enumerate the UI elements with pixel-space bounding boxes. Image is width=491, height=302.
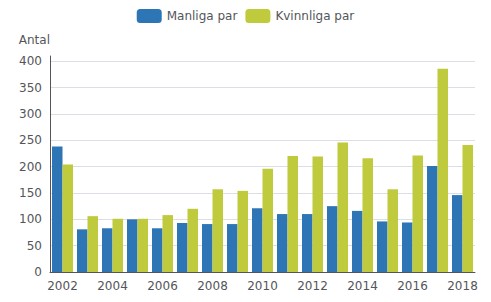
svg-text:Manliga par: Manliga par — [167, 9, 238, 23]
svg-text:2018: 2018 — [447, 279, 478, 293]
svg-text:50: 50 — [27, 239, 42, 253]
svg-text:200: 200 — [19, 160, 42, 174]
svg-text:2006: 2006 — [147, 279, 178, 293]
svg-text:2008: 2008 — [197, 279, 228, 293]
svg-text:2012: 2012 — [297, 279, 328, 293]
svg-text:2002: 2002 — [47, 279, 78, 293]
svg-text:Antal: Antal — [19, 33, 50, 47]
svg-text:100: 100 — [19, 212, 42, 226]
svg-text:2016: 2016 — [397, 279, 428, 293]
svg-text:2004: 2004 — [97, 279, 128, 293]
svg-text:0: 0 — [34, 265, 42, 279]
svg-text:2010: 2010 — [247, 279, 278, 293]
svg-text:Kvinnliga par: Kvinnliga par — [275, 9, 354, 23]
svg-text:350: 350 — [19, 81, 42, 95]
svg-text:250: 250 — [19, 133, 42, 147]
svg-text:400: 400 — [19, 54, 42, 68]
svg-text:150: 150 — [19, 186, 42, 200]
svg-text:300: 300 — [19, 107, 42, 121]
svg-text:2014: 2014 — [347, 279, 378, 293]
